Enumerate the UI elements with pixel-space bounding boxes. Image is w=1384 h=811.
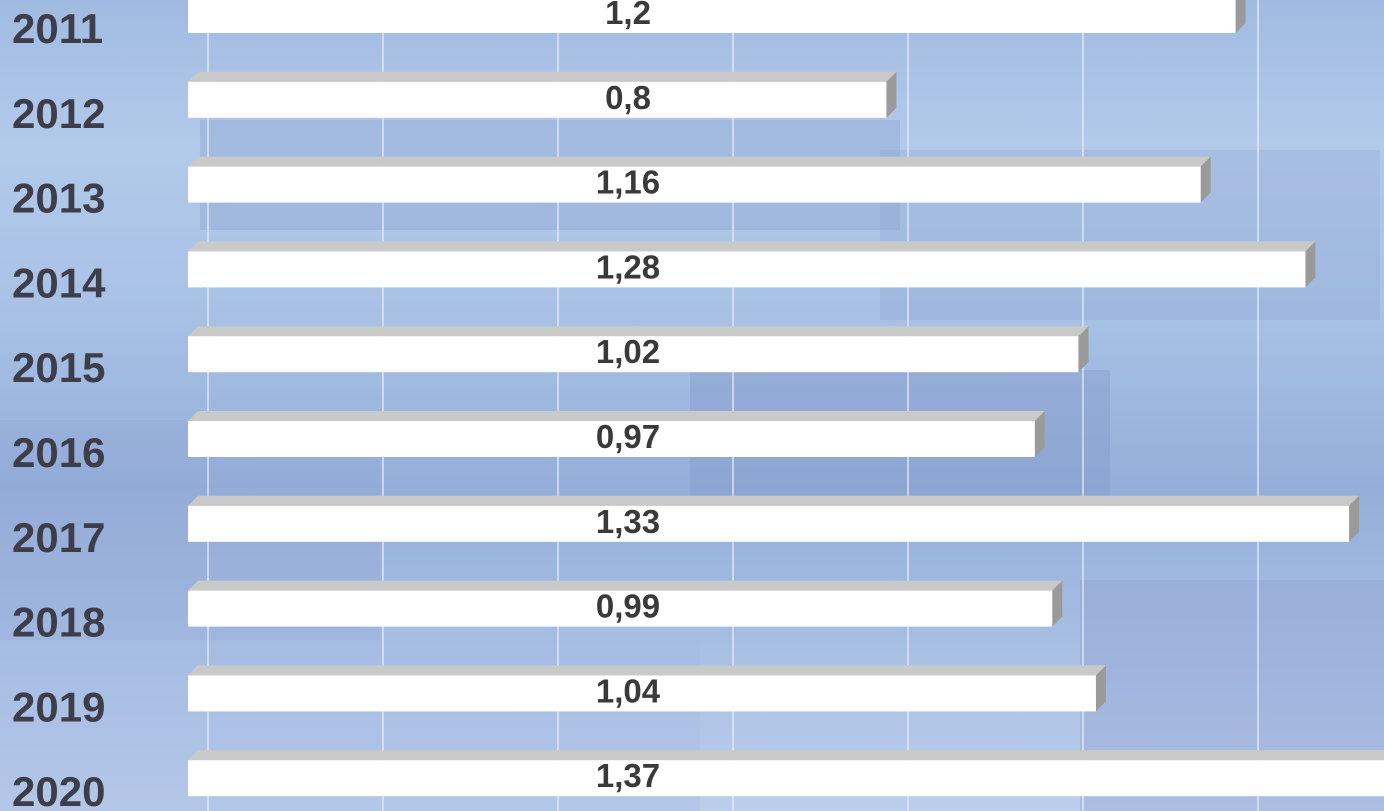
- bar-top: [188, 241, 1316, 252]
- bar-side: [1305, 241, 1316, 288]
- data-label: 0,99: [596, 588, 660, 625]
- bar: [188, 251, 1306, 288]
- bar: [188, 675, 1096, 712]
- bar-top: [188, 411, 1045, 421]
- bar-side: [1052, 580, 1063, 627]
- bar-top: [188, 750, 1384, 761]
- bar-side: [1078, 326, 1089, 373]
- category-label: 2011: [12, 5, 103, 52]
- bar: [188, 760, 1384, 797]
- bar-top: [188, 326, 1089, 337]
- bar: [188, 0, 1236, 33]
- bar-top: [188, 580, 1063, 591]
- category-label: 2017: [12, 514, 105, 561]
- bar-top: [188, 156, 1211, 167]
- data-label: 1,16: [596, 164, 660, 201]
- data-label: 1,33: [596, 503, 660, 540]
- data-label: 1,04: [596, 672, 661, 709]
- bar: [188, 421, 1035, 457]
- data-label: 0,97: [596, 418, 660, 455]
- category-label: 2014: [12, 259, 106, 306]
- bar-side: [1200, 156, 1211, 203]
- bar-top: [188, 495, 1360, 506]
- category-label: 2015: [12, 344, 105, 391]
- category-label: 2012: [12, 90, 105, 137]
- bar-top: [188, 71, 897, 82]
- bar-side: [1235, 0, 1246, 33]
- bar: [188, 590, 1053, 627]
- bar: [188, 166, 1201, 203]
- bar: [188, 336, 1079, 373]
- bar: [188, 505, 1350, 542]
- data-label: 0,8: [605, 79, 651, 116]
- labels: 2011 1,2 2012 0,8 2013 1,16 2014 1,28 2015 1,02 20…: [12, 0, 661, 811]
- category-label: 2016: [12, 429, 105, 476]
- bar: [188, 81, 887, 118]
- data-label: 1,02: [596, 333, 660, 370]
- category-label: 2020: [12, 768, 105, 811]
- bars: [188, 0, 1384, 797]
- data-label: 1,2: [605, 0, 651, 31]
- data-label: 1,28: [596, 248, 660, 285]
- bar-side: [1349, 495, 1360, 542]
- category-label: 2013: [12, 175, 105, 222]
- bar-side: [1095, 665, 1106, 712]
- category-label: 2018: [12, 599, 105, 646]
- bar-top: [188, 665, 1106, 676]
- category-label: 2019: [12, 683, 105, 730]
- bar-side: [1034, 411, 1045, 457]
- data-label: 1,37: [596, 757, 660, 794]
- bar-side: [886, 71, 897, 118]
